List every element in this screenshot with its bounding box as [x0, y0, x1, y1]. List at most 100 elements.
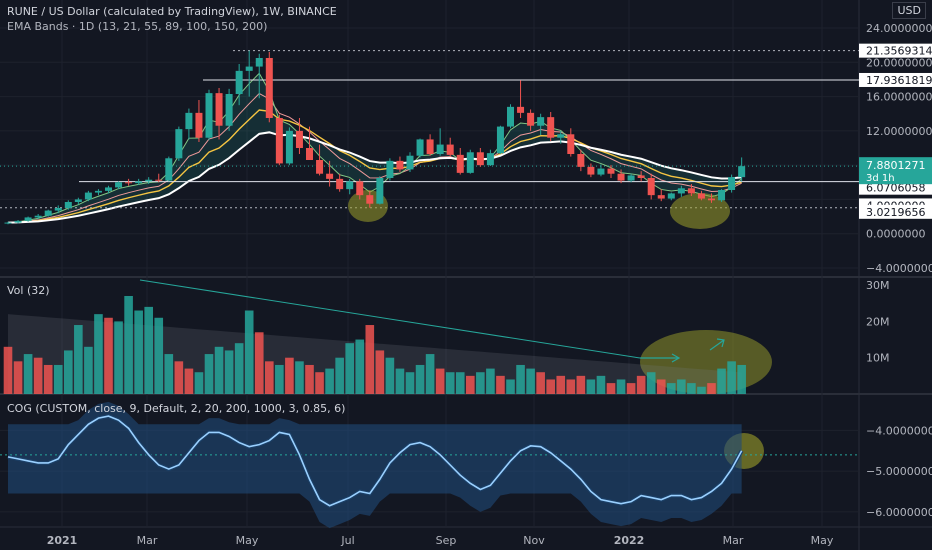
candle-body	[738, 166, 746, 178]
candle-body	[728, 177, 736, 190]
volume-bar	[596, 375, 606, 394]
volume-bar	[325, 368, 334, 394]
price-tick-label: 20.0000000	[866, 56, 932, 69]
time-tick-label: 2021	[47, 534, 78, 547]
candle-body	[587, 166, 595, 175]
candle-body	[175, 129, 183, 159]
ema-line-fast	[7, 72, 742, 224]
candle-body	[718, 190, 726, 201]
price-tick-label: −4.0000000	[866, 262, 932, 275]
level-tag-low-bg[interactable]	[859, 204, 932, 219]
volume-bar	[717, 368, 726, 394]
candle-body	[557, 134, 565, 138]
level-tag-top[interactable]: 21.3569314	[866, 45, 932, 58]
volume-legend[interactable]: Vol (32)	[7, 284, 50, 297]
candle-body	[84, 192, 92, 200]
time-tick-label: Mar	[137, 534, 158, 547]
level-tag-resistance[interactable]: 17.9361819	[866, 74, 932, 87]
candle-body	[426, 139, 434, 154]
candle-body	[597, 168, 605, 175]
candle-body	[376, 178, 384, 204]
level-tag-low[interactable]: 3.0219656	[866, 206, 926, 219]
price-tick-label: 16.0000000	[866, 91, 932, 104]
candle-body	[125, 182, 133, 184]
candle-body	[115, 182, 123, 188]
candle-body	[346, 181, 354, 190]
volume-bar	[667, 383, 676, 394]
candle-body	[617, 173, 625, 181]
time-tick-label: Mar	[723, 534, 744, 547]
symbol-title[interactable]: RUNE / US Dollar (calculated by TradingV…	[7, 5, 337, 18]
last-price-label[interactable]: 7.8801271	[866, 159, 926, 172]
volume-bar	[455, 372, 465, 394]
volume-bar	[727, 361, 736, 394]
volume-bar	[104, 317, 113, 394]
volume-bar	[385, 357, 395, 394]
candle-body	[657, 195, 665, 199]
candle-body	[195, 112, 203, 138]
price-tick-label: 12.0000000	[866, 125, 932, 138]
level-tag-resistance-bg[interactable]	[859, 72, 932, 87]
volume-bar	[536, 372, 545, 394]
level-tag-top-bg[interactable]	[859, 43, 932, 58]
time-axis[interactable]: 2021 Mar May Jul Sep Nov 2022 Mar May	[47, 534, 834, 547]
highlight-circle-feb	[670, 193, 730, 229]
volume-bar	[737, 364, 746, 394]
volume-bar	[405, 372, 415, 394]
candle-body	[205, 93, 213, 138]
volume-bar	[445, 372, 455, 394]
candle-body	[275, 118, 283, 164]
volume-bar	[154, 317, 164, 394]
volume-bar	[476, 372, 485, 394]
cog-band	[8, 401, 742, 529]
volume-bar	[586, 379, 596, 394]
ema-line-yellow	[7, 109, 742, 224]
candle-body	[667, 193, 675, 199]
level-tag-support-bg[interactable]	[859, 180, 932, 195]
candle-body	[627, 175, 635, 181]
candle-body	[326, 173, 334, 179]
candle-body	[34, 215, 42, 218]
volume-arrow-up-head	[716, 338, 725, 348]
volume-bar	[425, 354, 435, 394]
volume-bar	[305, 364, 314, 394]
cog-legend[interactable]: COG (CUSTOM, close, 9, Default, 2, 20, 2…	[7, 402, 346, 415]
volume-bar	[194, 372, 204, 394]
candle-body	[235, 70, 243, 94]
volume-bar	[646, 372, 656, 394]
volume-bar	[636, 375, 646, 394]
candle-body	[74, 199, 82, 202]
volume-bar	[395, 368, 405, 394]
volume-bar	[64, 350, 73, 394]
candle-body	[466, 152, 474, 173]
candle-body	[165, 158, 173, 181]
candle-body	[356, 181, 364, 196]
volume-bar	[134, 310, 143, 394]
volume-bar	[626, 383, 636, 394]
candle-body	[527, 112, 535, 126]
ema-bands-legend[interactable]: EMA Bands · 1D (13, 21, 55, 89, 100, 150…	[7, 20, 268, 33]
last-price-badge[interactable]	[859, 157, 932, 185]
currency-badge[interactable]: USD	[892, 2, 926, 19]
volume-bar	[94, 314, 103, 394]
volume-bar	[114, 321, 123, 394]
volume-tick-label: 30M	[866, 279, 890, 292]
price-axis[interactable]: 24.0000000 20.0000000 16.0000000 12.0000000…	[859, 22, 932, 519]
price-tick-label: 24.0000000	[866, 22, 932, 35]
candle-body	[54, 208, 62, 211]
candle-body	[14, 220, 22, 223]
candle-body	[406, 155, 414, 170]
candle-body	[446, 144, 454, 155]
level-tag-support[interactable]: 6.0706058	[866, 182, 926, 195]
countdown-label[interactable]: 3d 1h	[866, 173, 895, 184]
volume-arrow-flat-head	[671, 353, 681, 363]
cog-indicator	[0, 401, 859, 529]
candle-body	[647, 178, 655, 196]
ema-line-slow	[7, 131, 742, 224]
volume-bar	[254, 332, 264, 394]
volume-trend-line	[139, 279, 641, 359]
candle-body	[456, 154, 464, 173]
candle-body	[285, 130, 293, 164]
